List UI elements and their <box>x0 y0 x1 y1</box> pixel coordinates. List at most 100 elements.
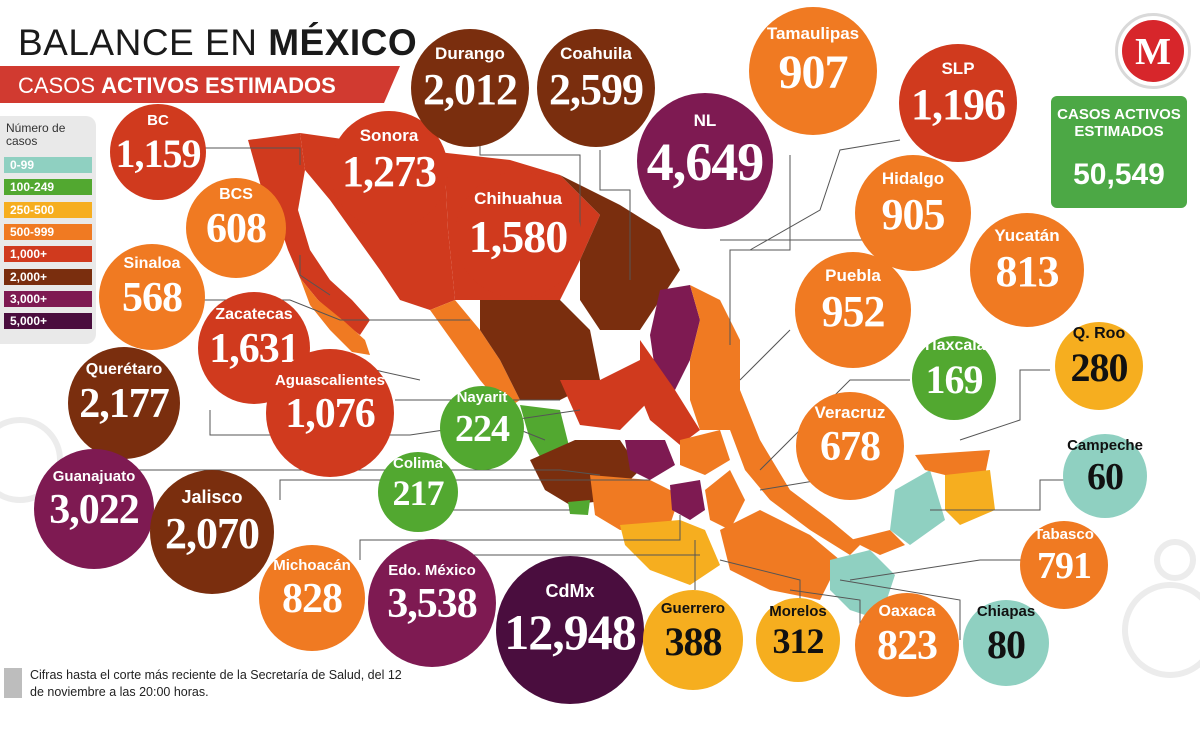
map-baja-california <box>248 133 370 335</box>
state-name: Oaxaca <box>878 602 936 620</box>
state-bubble: Guanajuato 3,022 <box>34 449 154 569</box>
state-value: 907 <box>778 45 849 99</box>
state-name: Edo. México <box>388 561 476 579</box>
total-value: 50,549 <box>1073 158 1165 191</box>
map-veracruz <box>720 390 860 555</box>
state-bubble: Sonora 1,273 <box>330 111 448 229</box>
state-bubble: CdMx 12,948 <box>496 556 644 704</box>
state-bubble: BCS 608 <box>186 178 286 278</box>
state-bubble: Aguascalientes 1,076 <box>266 349 394 477</box>
state-name: Hidalgo <box>881 168 945 188</box>
legend-label: 250-500 <box>10 202 55 217</box>
page-title: BALANCE EN MÉXICO <box>18 22 418 63</box>
legend-item: 250-500 <box>4 201 92 218</box>
state-bubble: Tlaxcala 169 <box>912 336 996 420</box>
state-bubble: Tabasco 791 <box>1020 521 1108 609</box>
legend-item: 3,000+ <box>4 290 92 307</box>
state-name: Sinaloa <box>123 254 181 272</box>
state-name: Tamaulipas <box>766 24 860 44</box>
state-value: 791 <box>1037 545 1092 588</box>
state-name: BC <box>147 112 169 130</box>
state-bubble: BC 1,159 <box>110 104 206 200</box>
subtitle-banner <box>0 66 400 103</box>
state-value: 2,070 <box>165 508 260 558</box>
state-value: 678 <box>820 423 881 470</box>
map-yucatan <box>915 450 990 475</box>
state-bubble: Chihuahua 1,580 <box>455 172 581 298</box>
state-value: 1,076 <box>285 390 376 437</box>
state-bubble: SLP 1,196 <box>899 44 1017 162</box>
state-name: CdMx <box>545 581 595 601</box>
state-bubble: Nayarit 224 <box>440 386 524 470</box>
state-bubble: Campeche 60 <box>1063 434 1147 518</box>
state-bubble: Chiapas 80 <box>963 600 1049 686</box>
state-bubble: NL 4,649 <box>637 93 773 229</box>
state-name: Morelos <box>769 602 827 620</box>
state-name: Jalisco <box>181 486 243 507</box>
state-bubble: Oaxaca 823 <box>855 593 959 697</box>
state-name: Nayarit <box>456 389 508 407</box>
state-bubble: Tamaulipas 907 <box>749 7 877 135</box>
state-name: Chihuahua <box>474 189 562 209</box>
map-zacatecas <box>560 360 650 430</box>
legend-label: 0-99 <box>10 158 35 172</box>
state-value: 905 <box>881 189 946 239</box>
legend-item: 2,000+ <box>4 268 92 285</box>
map-quintana-roo <box>945 470 995 525</box>
state-name: Michoacán <box>273 556 351 574</box>
map-slp <box>640 340 700 445</box>
state-value: 312 <box>772 621 825 662</box>
state-bubble: Morelos 312 <box>756 598 840 682</box>
state-value: 80 <box>987 622 1026 667</box>
legend-swatch <box>4 201 92 218</box>
state-name: Tabasco <box>1034 526 1094 544</box>
map-hidalgo-queretaro <box>680 430 730 475</box>
state-value: 1,580 <box>468 210 569 262</box>
state-value: 823 <box>877 622 938 669</box>
state-value: 3,022 <box>49 486 140 533</box>
state-name: Guerrero <box>660 600 726 618</box>
state-bubble: Colima 217 <box>378 452 458 532</box>
state-bubble: Coahuila 2,599 <box>537 29 655 147</box>
legend-item: 500-999 <box>4 223 92 240</box>
map-guerrero <box>620 520 720 585</box>
state-bubble: Puebla 952 <box>795 252 911 368</box>
legend-label: 100-249 <box>10 180 55 195</box>
state-name: Campeche <box>1067 437 1143 455</box>
map-durango <box>480 300 600 400</box>
state-name: Zacatecas <box>215 305 293 323</box>
state-bubble: Edo. México 3,538 <box>368 539 496 667</box>
total-label: CASOS ACTIVOS ESTIMADOS <box>1057 106 1181 140</box>
legend-item: 100-249 <box>4 179 92 196</box>
state-value: 1,196 <box>911 79 1006 129</box>
legend-swatch <box>4 246 92 263</box>
state-bubble: Q. Roo 280 <box>1055 322 1143 410</box>
state-name: Chiapas <box>976 603 1036 621</box>
state-bubble: Querétaro 2,177 <box>68 347 180 459</box>
state-value: 217 <box>392 473 445 514</box>
state-value: 3,538 <box>387 580 478 627</box>
state-name: Yucatán <box>994 225 1060 245</box>
state-value: 1,631 <box>209 325 300 372</box>
map-tabasco <box>850 530 905 555</box>
legend-swatch <box>4 223 92 240</box>
state-value: 1,273 <box>342 146 437 196</box>
map-colima <box>568 500 590 515</box>
state-name: Tlaxcala <box>922 337 986 355</box>
state-value: 568 <box>122 274 183 321</box>
state-value: 224 <box>455 408 510 451</box>
legend-label: 3,000+ <box>10 291 48 306</box>
state-value: 608 <box>206 205 267 252</box>
state-name: Veracruz <box>814 402 886 422</box>
state-value: 2,177 <box>79 380 170 427</box>
state-name: Durango <box>435 43 505 63</box>
state-bubble: Guerrero 388 <box>643 590 743 690</box>
state-value: 813 <box>995 246 1060 296</box>
state-name: Sonora <box>359 125 419 145</box>
state-bubble: Yucatán 813 <box>970 213 1084 327</box>
state-value: 828 <box>282 575 343 622</box>
state-name: Querétaro <box>85 360 163 378</box>
map-oaxaca <box>720 510 840 600</box>
state-value: 4,649 <box>646 132 765 193</box>
legend-label: 500-999 <box>10 224 55 239</box>
